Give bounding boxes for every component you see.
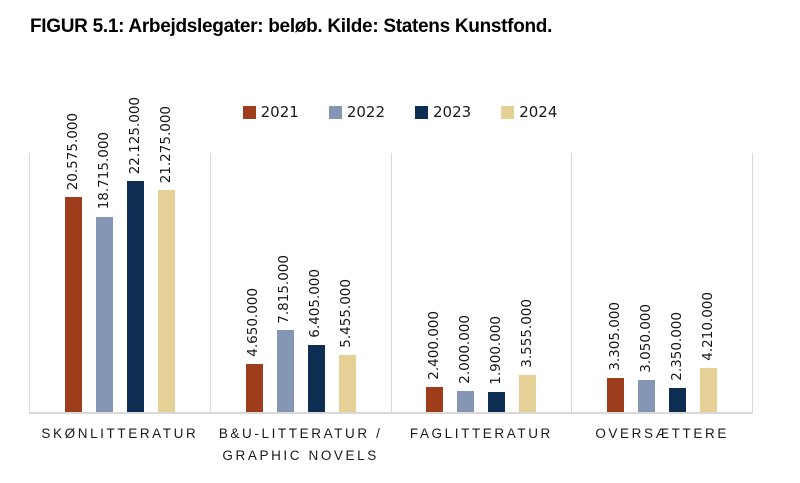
- bar-value-label: 21.275.000: [157, 105, 174, 183]
- bar-2024: [519, 374, 537, 412]
- bar-2024: [157, 189, 175, 412]
- legend-swatch-2022: [328, 105, 342, 119]
- panel-overs-ttere: 3.305.000 3.050.000 2.350.000 4.210.000 OVER…: [571, 153, 752, 441]
- bar-wrap-2024: 21.275.000: [157, 106, 175, 412]
- bar-wrap-2023: 6.405.000: [307, 153, 325, 412]
- panel-b-u-litteratur-graphic-novels: 4.650.000 7.815.000 6.405.000 5.455.000 B&U-…: [209, 153, 391, 463]
- bars-group: 2.400.000 2.000.000 1.900.000 3.555.000: [392, 153, 572, 412]
- bar-2022: [457, 391, 475, 412]
- legend-label-2024: 2024: [519, 103, 558, 121]
- bar-value-label: 2.000.000: [457, 315, 474, 385]
- legend-item-2022: 2022: [328, 103, 385, 121]
- category-label: SKØNLITTERATUR: [41, 426, 199, 441]
- bar-wrap-2023: 1.900.000: [488, 153, 506, 412]
- figure-title-text: Arbejdslegater: beløb. Kilde: Statens Ku…: [124, 16, 553, 37]
- bar-value-label: 3.050.000: [637, 304, 654, 374]
- bar-value-label: 3.305.000: [606, 301, 623, 371]
- bar-2023: [126, 181, 144, 412]
- bar-2024: [700, 368, 718, 412]
- bar-wrap-2022: 7.815.000: [276, 153, 294, 412]
- bar-wrap-2023: 22.125.000: [126, 97, 144, 412]
- bar-2021: [64, 197, 82, 412]
- bar-value-label: 2.400.000: [426, 311, 443, 380]
- figure-title-prefix: FIGUR 5.1:: [30, 16, 125, 37]
- bar-2021: [426, 386, 444, 412]
- bar-wrap-2021: 4.650.000: [245, 153, 263, 412]
- bar-2023: [669, 387, 687, 412]
- legend-item-2023: 2023: [415, 103, 471, 121]
- chart-plot: 20.575.000 18.715.000 22.125.000 21.275.000…: [29, 97, 753, 463]
- bar-value-label: 7.815.000: [276, 254, 293, 324]
- legend-item-2024: 2024: [501, 103, 557, 121]
- bars-group: 4.650.000 7.815.000 6.405.000 5.455.000: [211, 153, 391, 412]
- bar-2022: [95, 216, 113, 412]
- legend-swatch-2024: [501, 105, 515, 119]
- bar-value-label: 5.455.000: [338, 279, 355, 348]
- bars-group: 20.575.000 18.715.000 22.125.000 21.275.000: [30, 97, 210, 412]
- bar-value-label: 20.575.000: [64, 112, 81, 191]
- bar-value-label: 22.125.000: [126, 96, 143, 174]
- bar-2023: [307, 345, 325, 412]
- figure-title: FIGUR 5.1: Arbejdslegater: beløb. Kilde:…: [30, 16, 552, 38]
- bar-value-label: 1.900.000: [488, 316, 505, 386]
- bar-2024: [338, 355, 356, 412]
- legend-label-2021: 2021: [260, 103, 299, 121]
- bar-wrap-2023: 2.350.000: [668, 153, 687, 412]
- legend-swatch-2023: [415, 105, 428, 119]
- legend: 2021 2022 2023 2024: [0, 103, 800, 121]
- bar-value-label: 2.350.000: [668, 311, 685, 381]
- legend-swatch-2021: [242, 105, 256, 119]
- category-label: B&U-LITTERATUR / GRAPHIC NOVELS: [218, 426, 383, 463]
- bar-wrap-2024: 3.555.000: [519, 153, 537, 412]
- bar-2022: [276, 330, 294, 412]
- bar-2022: [638, 380, 656, 412]
- bar-wrap-2021: 3.305.000: [606, 153, 625, 412]
- legend-item-2021: 2021: [242, 103, 299, 121]
- category-label: OVERSÆTTERE: [595, 426, 729, 441]
- bar-wrap-2024: 4.210.000: [699, 153, 718, 412]
- bar-value-label: 3.555.000: [519, 299, 536, 368]
- bar-value-label: 18.715.000: [95, 132, 112, 210]
- bars-group: 3.305.000 3.050.000 2.350.000 4.210.000: [572, 153, 752, 412]
- bar-wrap-2022: 2.000.000: [457, 153, 475, 412]
- bar-wrap-2022: 18.715.000: [95, 132, 113, 412]
- bar-2021: [607, 377, 625, 412]
- bar-value-label: 4.650.000: [245, 287, 262, 357]
- bar-2021: [245, 363, 263, 412]
- bar-value-label: 4.210.000: [699, 292, 716, 361]
- bar-wrap-2021: 2.400.000: [426, 153, 444, 412]
- bar-value-label: 6.405.000: [307, 269, 324, 339]
- panel-faglitteratur: 2.400.000 2.000.000 1.900.000 3.555.000 FAGL…: [390, 153, 572, 441]
- legend-label-2023: 2023: [433, 103, 472, 121]
- bar-wrap-2024: 5.455.000: [338, 153, 356, 412]
- bar-wrap-2021: 20.575.000: [64, 113, 82, 412]
- category-label: FAGLITTERATUR: [409, 426, 553, 441]
- legend-label-2022: 2022: [346, 103, 385, 121]
- bar-2023: [488, 392, 506, 412]
- bar-wrap-2022: 3.050.000: [637, 153, 656, 412]
- panel-sk-nlitteratur: 20.575.000 18.715.000 22.125.000 21.275.000…: [29, 97, 210, 441]
